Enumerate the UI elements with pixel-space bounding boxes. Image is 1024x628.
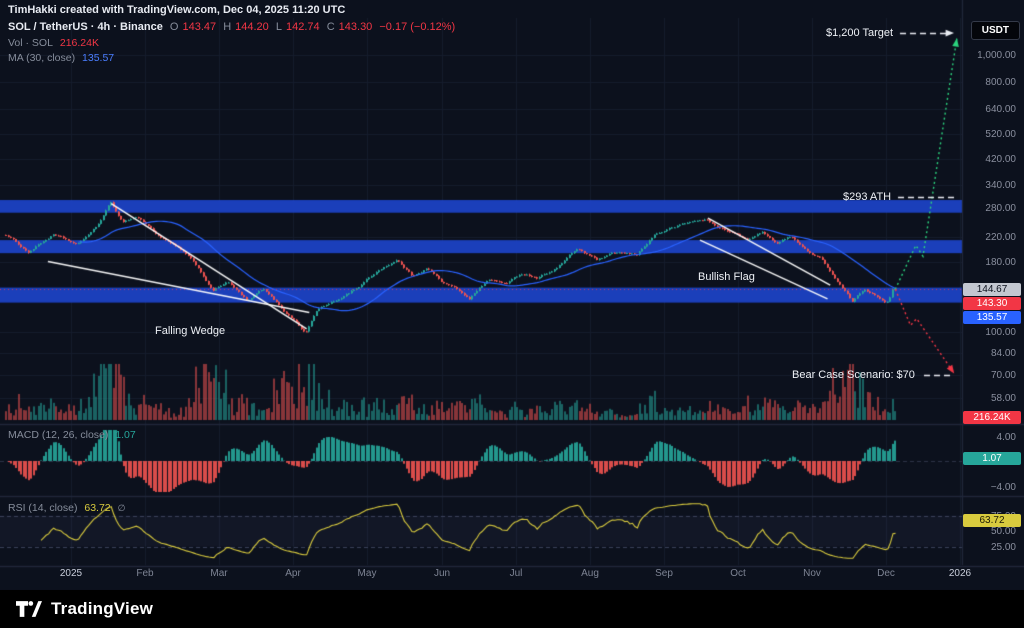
- open-value: 143.47: [182, 21, 217, 33]
- time-axis-tick: Feb: [136, 568, 154, 579]
- last-price-badge: 143.30: [963, 297, 1021, 310]
- macd-value: 1.07: [115, 429, 136, 441]
- ath-label: $293 ATH: [843, 191, 892, 203]
- rsi-axis-tick: 50.00: [990, 526, 1016, 537]
- price-axis-tick: 220.00: [985, 232, 1016, 243]
- attribution-bar: TimHakki created with TradingView.com, D…: [8, 4, 349, 16]
- price-axis-tick: 800.00: [985, 77, 1016, 88]
- ma-label: MA (30, close): [8, 52, 76, 64]
- time-axis-tick: 2026: [948, 568, 972, 579]
- macd-axis[interactable]: 4.00 −4.00: [964, 0, 1016, 566]
- macd-value-badge: 1.07: [963, 452, 1021, 465]
- rsi-label: RSI (14, close): [8, 502, 78, 514]
- price-axis-tick: 420.00: [985, 154, 1016, 165]
- currency-toggle-button[interactable]: USDT: [970, 21, 1020, 40]
- target-label: $1,200 Target: [826, 27, 894, 39]
- rsi-axis-tick: 25.00: [990, 542, 1016, 553]
- macd-indicator-row: MACD (12, 26, close) 1.07: [8, 429, 140, 441]
- volume-value: 216.24K: [59, 37, 99, 49]
- close-value: 143.30: [338, 21, 373, 33]
- price-axis-tick: 640.00: [985, 104, 1016, 115]
- price-axis-tick: 58.00: [990, 393, 1016, 404]
- time-axis-tick: Aug: [581, 568, 599, 579]
- bullish-flag-label: Bullish Flag: [698, 271, 755, 283]
- change-value: −0.17 (−0.12%): [379, 21, 456, 33]
- tradingview-logo-icon[interactable]: [16, 601, 42, 617]
- ma-row: MA (30, close) 135.57: [8, 52, 118, 64]
- price-axis-tick: 520.00: [985, 129, 1016, 140]
- open-label: O: [169, 21, 179, 33]
- attribution-text: TimHakki created with TradingView.com, D…: [8, 4, 346, 16]
- time-axis-tick: Jul: [509, 568, 523, 579]
- time-axis-tick: Jun: [433, 568, 451, 579]
- price-axis-tick: 100.00: [985, 327, 1016, 338]
- time-axis-tick: Dec: [877, 568, 895, 579]
- low-value: 142.74: [285, 21, 320, 33]
- brand-text[interactable]: TradingView: [51, 599, 154, 618]
- rsi-extra-icon: ∅: [117, 503, 126, 513]
- macd-axis-tick: 4.00: [996, 432, 1016, 443]
- bear-case-label: Bear Case Scenario: $70: [792, 369, 915, 381]
- time-axis-tick: Apr: [285, 568, 301, 579]
- volume-badge: 216.24K: [963, 411, 1021, 424]
- price-axis-tick: 280.00: [985, 203, 1016, 214]
- rsi-value-badge: 63.72: [963, 514, 1021, 527]
- high-label: H: [223, 21, 232, 33]
- close-label: C: [326, 21, 335, 33]
- time-axis-tick: May: [357, 568, 377, 579]
- symbol-title[interactable]: SOL / TetherUS · 4h · Binance: [8, 21, 163, 33]
- ma-value-badge: 135.57: [963, 311, 1021, 324]
- rsi-indicator-row: RSI (14, close) 63.72 ∅: [8, 502, 129, 514]
- time-axis[interactable]: 2025 Feb Mar Apr May Jun Jul Aug Sep Oct Nov Dec 202…: [0, 568, 1024, 586]
- time-axis-tick: Mar: [210, 568, 228, 579]
- low-label: L: [275, 21, 282, 33]
- price-axis-tick: 84.00: [990, 348, 1016, 359]
- ma-value: 135.57: [82, 52, 115, 64]
- footer-bar: TradingView: [0, 590, 1024, 628]
- bar-high-badge: 144.67: [963, 283, 1021, 296]
- price-axis-tick: 340.00: [985, 180, 1016, 191]
- time-axis-tick: Nov: [803, 568, 821, 579]
- price-axis-tick: 70.00: [990, 370, 1016, 381]
- macd-label: MACD (12, 26, close): [8, 429, 109, 441]
- falling-wedge-label: Falling Wedge: [155, 325, 226, 337]
- time-axis-tick: Oct: [730, 568, 746, 579]
- rsi-value: 63.72: [84, 502, 111, 514]
- high-value: 144.20: [235, 21, 269, 33]
- volume-label: Vol · SOL: [8, 37, 53, 49]
- volume-row: Vol · SOL 216.24K: [8, 37, 103, 49]
- time-axis-tick: Sep: [655, 568, 673, 579]
- price-axis-tick: 1,000.00: [977, 50, 1016, 61]
- macd-axis-tick: −4.00: [990, 482, 1016, 493]
- price-axis[interactable]: 1,000.00 800.00 640.00 520.00 420.00 340.00 28…: [964, 0, 1016, 566]
- time-axis-tick: 2025: [59, 568, 83, 579]
- price-axis-tick: 180.00: [985, 257, 1016, 268]
